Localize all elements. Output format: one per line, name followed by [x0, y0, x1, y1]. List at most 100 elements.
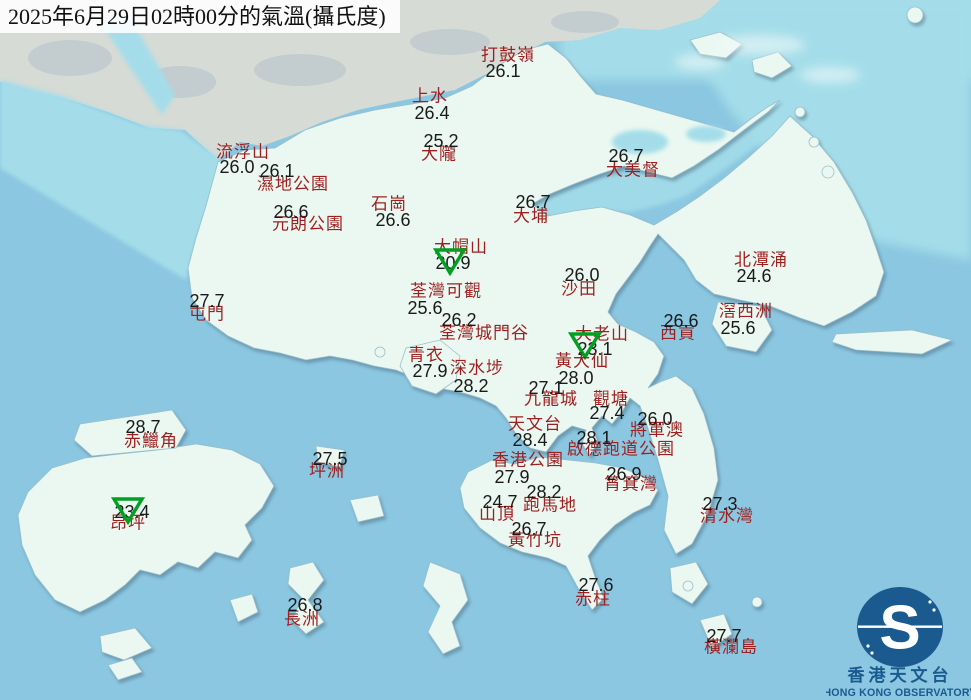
- station-name: 香港公園: [492, 450, 564, 470]
- hko-logo: S 香港天文台 HONG KONG OBSERVATORY: [826, 587, 971, 699]
- island-hong-kong: [459, 456, 659, 611]
- station-temperature: 28.2: [526, 482, 562, 502]
- record-low-triangle-icon: [111, 497, 145, 525]
- station-temperature: 28.1: [576, 428, 612, 448]
- station-name: 荃灣城門谷: [439, 323, 529, 343]
- station-temperature: 27.4: [589, 403, 625, 423]
- station-temperature: 26.2: [441, 310, 477, 330]
- station-name: 西貢: [660, 323, 696, 343]
- islet: [682, 580, 694, 592]
- station-temperature: 26.7: [608, 146, 644, 166]
- station-temperature: 26.6: [663, 311, 699, 331]
- station-name: 啟德跑道公園: [567, 439, 675, 459]
- station-temperature: 28.7: [125, 417, 161, 437]
- island-kau-sai-chau: [711, 301, 773, 353]
- station-name: 觀塘: [593, 389, 629, 409]
- station-name: 上水: [412, 86, 448, 106]
- station-temperature: 26.6: [273, 202, 309, 222]
- station-name: 大隴: [421, 144, 457, 164]
- station-temperature: 26.9: [606, 464, 642, 484]
- urban-texture: [551, 11, 619, 33]
- halftone-dot: [928, 600, 932, 604]
- station-temperature: 28.0: [558, 368, 594, 388]
- station-temperature: 20.9: [435, 253, 471, 273]
- urban-texture: [254, 54, 346, 86]
- station-temperature: 27.1: [528, 378, 564, 398]
- station-temperature: 27.6: [578, 575, 614, 595]
- island-peng-chau: [315, 445, 345, 468]
- hko-logo-chinese: 香港天文台: [848, 665, 953, 685]
- station-name: 九龍城: [524, 389, 578, 409]
- station-name: 北潭涌: [734, 250, 788, 270]
- station-temperature: 25.6: [720, 318, 756, 338]
- station-name: 大美督: [606, 160, 660, 180]
- station-temperature: 27.5: [312, 449, 348, 469]
- cloud: [675, 54, 725, 70]
- islet-tolo-channel: [794, 106, 806, 118]
- landmass-new-territories-kowloon: [187, 43, 885, 555]
- station-temperature: 26.6: [375, 210, 411, 230]
- airport-chek-lap-kok: [73, 409, 187, 457]
- station-name: 赤鱲角: [124, 431, 178, 451]
- plover-cove-reservoir: [612, 130, 668, 154]
- station-temperature: 25.6: [407, 298, 443, 318]
- triangle-outline: [433, 248, 467, 276]
- station-name: 屯門: [189, 304, 225, 324]
- station-name: 跑馬地: [523, 495, 577, 515]
- station-temperature: 27.3: [702, 494, 738, 514]
- shenzhen-river: [100, 18, 175, 115]
- station-temperature: 27.9: [412, 361, 448, 381]
- hko-logo-equator-line: [858, 625, 942, 628]
- station-name: 流浮山: [216, 142, 270, 162]
- station-temperature: 26.7: [511, 519, 547, 539]
- station-name: 石崗: [371, 194, 407, 214]
- station-name: 荃灣可觀: [410, 281, 482, 301]
- station-temperature: 26.4: [414, 103, 450, 123]
- islands-soko-south: [107, 657, 143, 681]
- urban-texture: [28, 40, 112, 76]
- station-name: 筲箕灣: [604, 474, 658, 494]
- station-temperature: 24.7: [482, 492, 518, 512]
- islet: [751, 596, 763, 608]
- station-temperature: 26.8: [287, 595, 323, 615]
- deep-bay: [0, 80, 222, 280]
- triangle-outline: [111, 497, 145, 525]
- station-temperature: 26.1: [485, 61, 521, 81]
- station-name: 黃竹坑: [508, 530, 562, 550]
- island-ping-chau: [906, 6, 924, 24]
- station-temperature: 25.2: [423, 131, 459, 151]
- hko-logo-s-glyph: S: [879, 594, 920, 663]
- station-temperature: 26.7: [515, 192, 551, 212]
- station-temperature: 27.7: [189, 291, 225, 311]
- station-temperature: 26.0: [219, 157, 255, 177]
- map-title: 2025年6月29日02時00分的氣溫(攝氏度): [0, 0, 400, 33]
- hko-logo-english: HONG KONG OBSERVATORY: [826, 687, 971, 699]
- station-temperature: 26.1: [259, 161, 295, 181]
- station-name: 打鼓嶺: [481, 45, 535, 65]
- station-temperature: 27.9: [494, 467, 530, 487]
- station-name: 大老山: [575, 324, 629, 344]
- station-name: 橫瀾島: [704, 637, 758, 657]
- island-ma-wan: [374, 346, 386, 358]
- halftone-dot: [870, 651, 874, 655]
- station-name: 黃大仙: [555, 351, 609, 371]
- station-name: 清水灣: [700, 506, 754, 526]
- station-name: 深水埗: [450, 358, 504, 378]
- station-name: 將軍澳: [630, 420, 684, 440]
- station-name: 濕地公園: [257, 174, 329, 194]
- islands-po-toi: [699, 613, 733, 649]
- station-temperature: 24.6: [736, 266, 772, 286]
- island-hei-ling-chau: [349, 494, 385, 523]
- island-lamma: [422, 561, 469, 655]
- peninsula-high-island: [831, 329, 954, 355]
- islands-soko: [99, 627, 153, 661]
- halftone-dot: [932, 608, 936, 612]
- station-name: 赤柱: [575, 589, 611, 609]
- mainland-china: [0, 0, 720, 160]
- station-name: 元朗公園: [272, 214, 344, 234]
- station-temperature: 26.0: [637, 409, 673, 429]
- island-tsing-yi: [399, 339, 461, 395]
- cloud: [800, 67, 860, 83]
